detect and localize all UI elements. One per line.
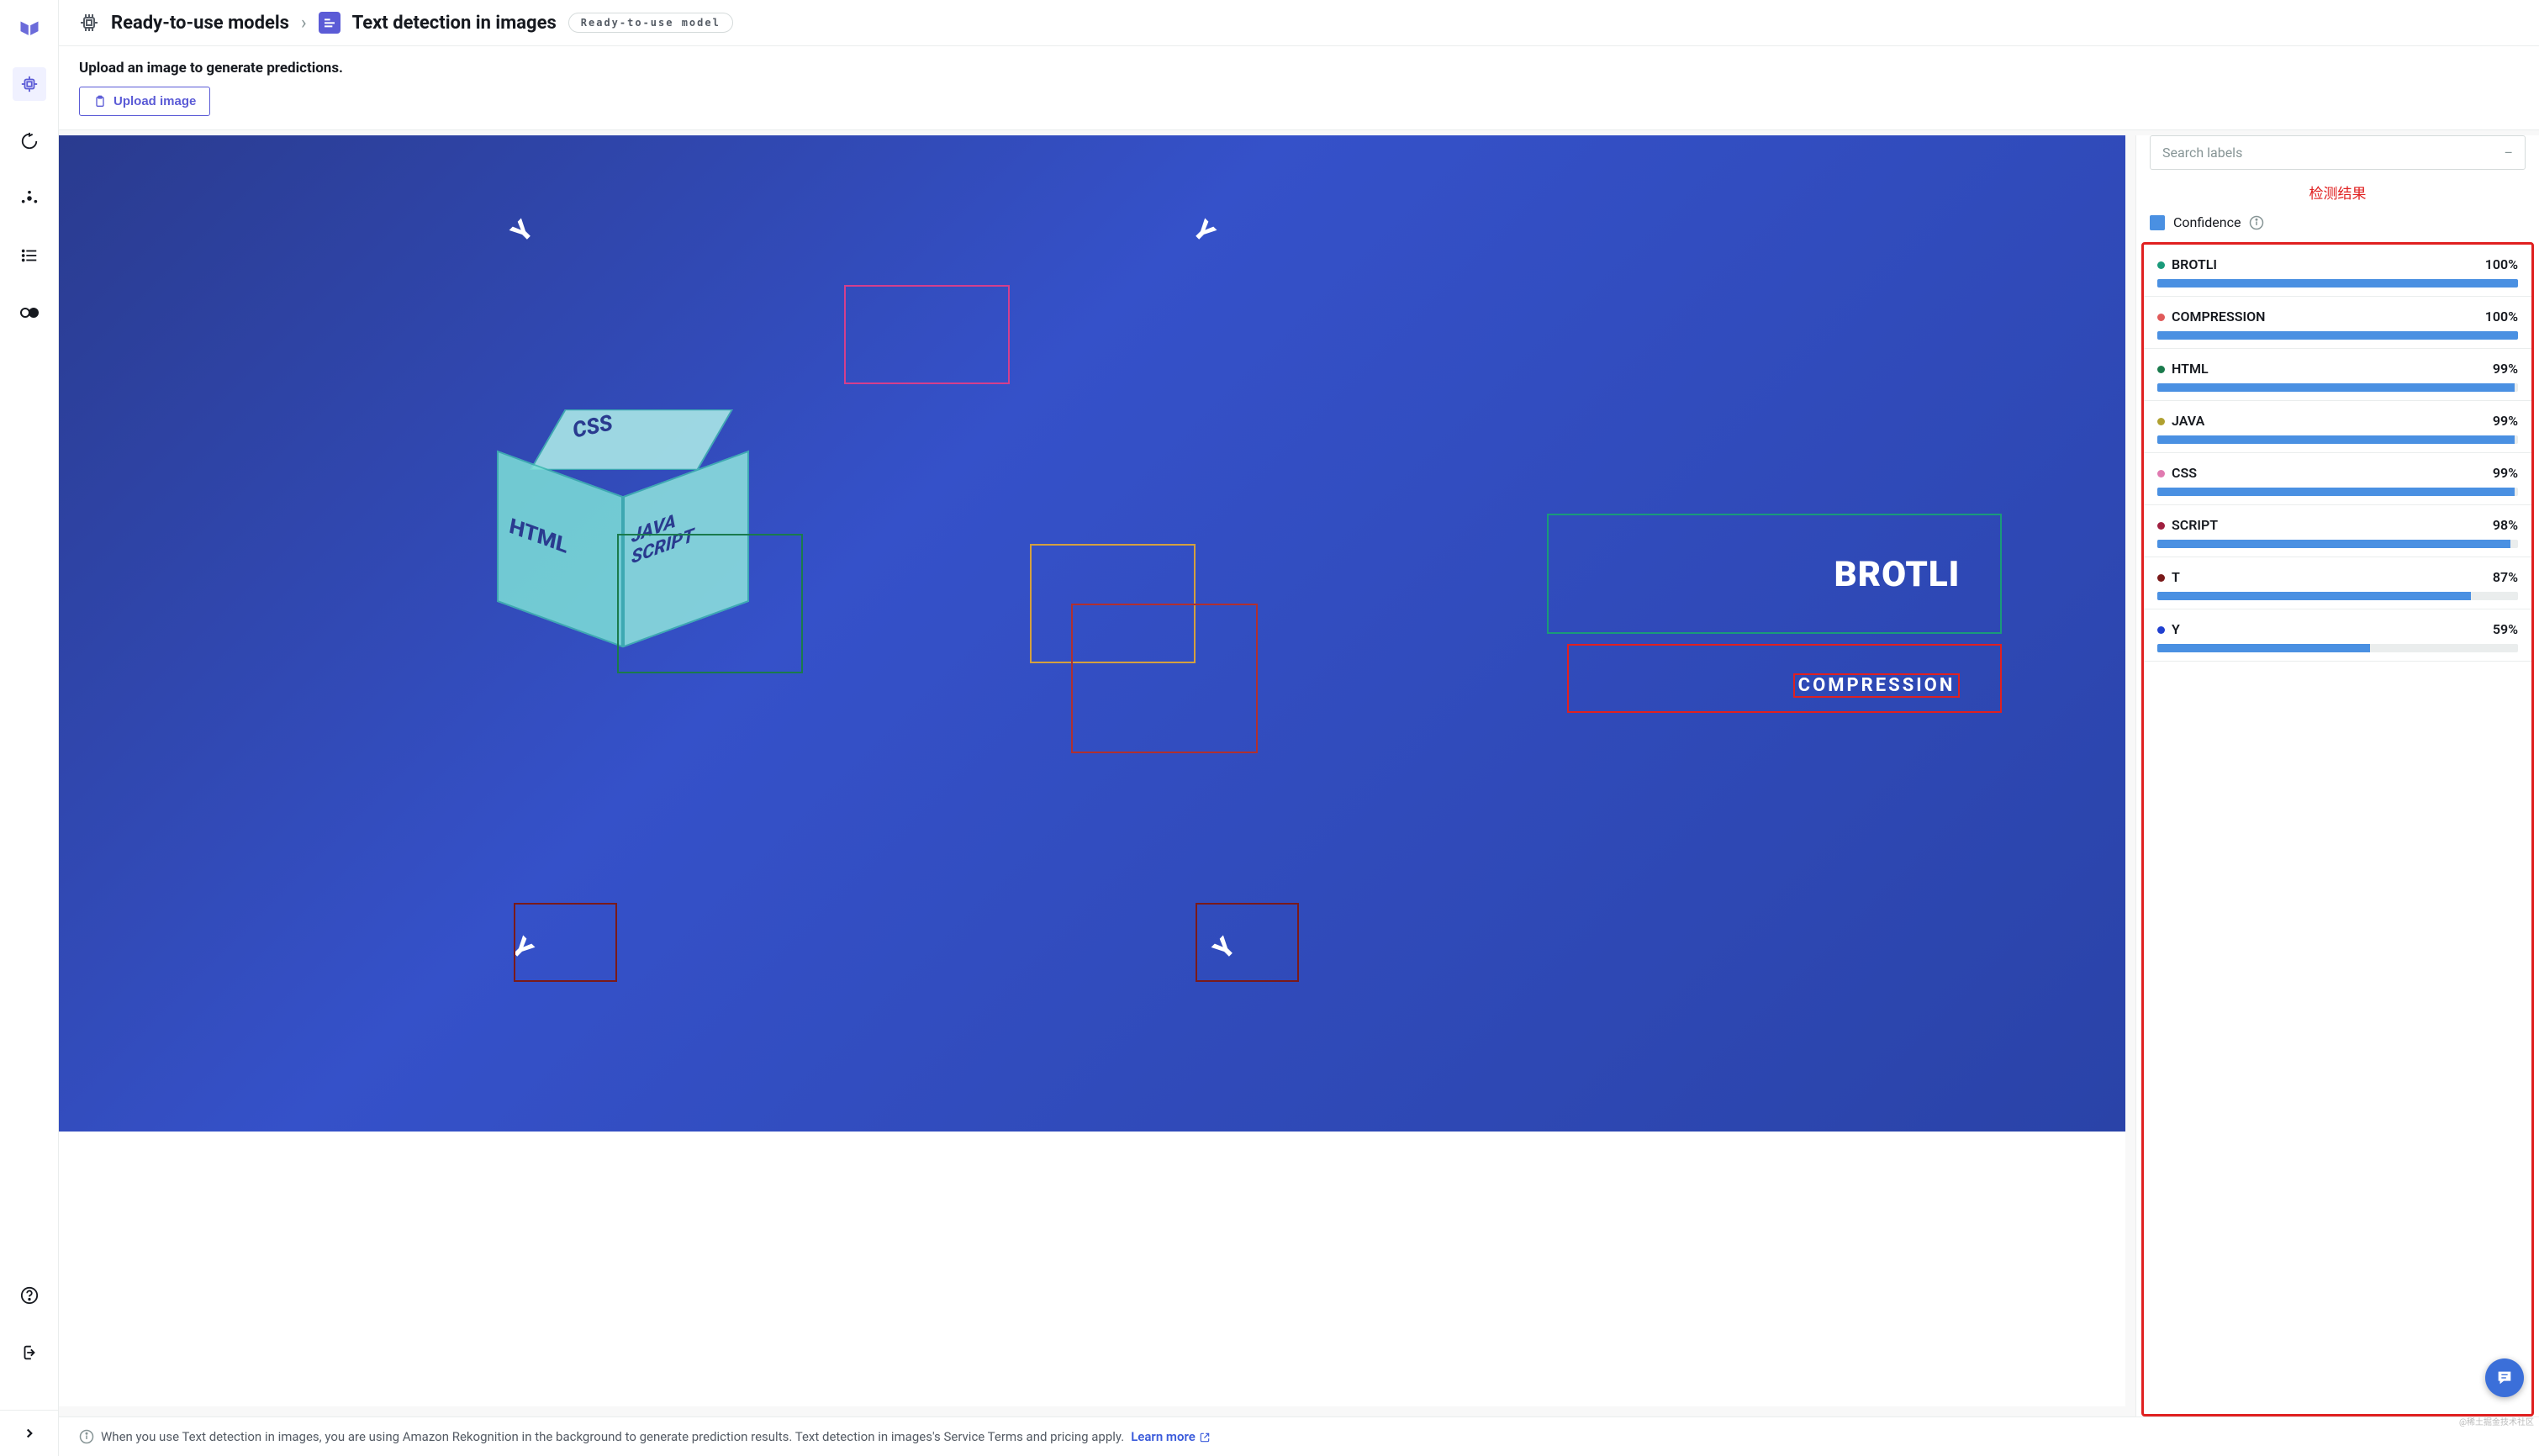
uploaded-image-preview[interactable]: CSS HTML JAVASCRIPTBROTLICOMPRESSIONYYYY xyxy=(59,135,2125,1132)
result-label: BROTLI xyxy=(2172,256,2217,272)
image-preview-pane: CSS HTML JAVASCRIPTBROTLICOMPRESSIONYYYY xyxy=(59,135,2135,1416)
detection-box[interactable] xyxy=(1547,514,2002,633)
sidebar-item-help[interactable] xyxy=(13,1279,46,1312)
sidebar xyxy=(0,0,59,1456)
result-label: Y xyxy=(2172,621,2180,637)
upload-button-label: Upload image xyxy=(113,94,196,108)
sidebar-item-network[interactable] xyxy=(13,182,46,215)
confidence-bar xyxy=(2157,644,2518,652)
main-content: Ready-to-use models › Text detection in … xyxy=(59,0,2539,1456)
sidebar-item-list[interactable] xyxy=(13,239,46,272)
detection-box[interactable] xyxy=(1071,604,1257,753)
breadcrumb-separator: › xyxy=(301,13,307,34)
learn-more-link[interactable]: Learn more xyxy=(1131,1429,1210,1444)
text-detection-icon xyxy=(319,12,340,34)
chip-icon xyxy=(79,13,99,33)
footer-notice: When you use Text detection in images, y… xyxy=(59,1416,2539,1456)
result-row[interactable]: BROTLI 100% xyxy=(2144,245,2531,297)
confidence-bar xyxy=(2157,383,2518,392)
detection-box[interactable] xyxy=(844,285,1010,385)
result-row[interactable]: COMPRESSION 100% xyxy=(2144,297,2531,349)
chat-fab-button[interactable] xyxy=(2485,1358,2524,1397)
upload-image-button[interactable]: Upload image xyxy=(79,87,210,116)
result-row[interactable]: Y 59% xyxy=(2144,609,2531,662)
detection-box[interactable] xyxy=(617,534,803,673)
confidence-bar xyxy=(2157,279,2518,288)
upload-section: Upload an image to generate predictions.… xyxy=(59,46,2539,130)
confidence-toggle-row: Confidence xyxy=(2136,209,2539,242)
upload-title: Upload an image to generate predictions. xyxy=(79,60,2519,76)
result-row[interactable]: SCRIPT 98% xyxy=(2144,505,2531,557)
result-row[interactable]: JAVA 99% xyxy=(2144,401,2531,453)
result-label: JAVA xyxy=(2172,413,2204,429)
result-percent: 99% xyxy=(2493,361,2518,377)
search-labels-input[interactable]: Search labels – xyxy=(2150,135,2526,170)
result-percent: 99% xyxy=(2493,465,2518,481)
result-percent: 98% xyxy=(2493,517,2518,533)
confidence-checkbox[interactable] xyxy=(2150,215,2165,230)
info-icon[interactable] xyxy=(2249,215,2264,230)
confidence-label: Confidence xyxy=(2173,214,2241,230)
clipboard-icon xyxy=(93,95,107,108)
external-link-icon xyxy=(1199,1432,1211,1443)
app-logo[interactable] xyxy=(16,17,43,44)
watermark-text: @稀土掘金技术社区 xyxy=(2459,1415,2534,1427)
results-panel: Search labels – 检测结果 Confidence BROTLI 1… xyxy=(2135,135,2539,1416)
result-label: COMPRESSION xyxy=(2172,309,2265,324)
footer-text: When you use Text detection in images, y… xyxy=(101,1429,1124,1444)
result-row[interactable]: HTML 99% xyxy=(2144,349,2531,401)
breadcrumb-root[interactable]: Ready-to-use models xyxy=(111,13,289,34)
result-percent: 99% xyxy=(2493,413,2518,429)
confidence-bar xyxy=(2157,435,2518,444)
info-icon xyxy=(79,1429,94,1444)
sidebar-item-logout[interactable] xyxy=(13,1336,46,1369)
result-row[interactable]: CSS 99% xyxy=(2144,453,2531,505)
result-label: SCRIPT xyxy=(2172,517,2218,533)
confidence-bar xyxy=(2157,540,2518,548)
result-percent: 59% xyxy=(2493,621,2518,637)
result-row[interactable]: T 87% xyxy=(2144,557,2531,609)
sidebar-item-toggle[interactable] xyxy=(13,296,46,330)
result-percent: 100% xyxy=(2485,256,2518,272)
search-placeholder: Search labels xyxy=(2162,145,2242,161)
detection-box[interactable] xyxy=(1567,644,2001,714)
result-label: T xyxy=(2172,569,2180,585)
confidence-bar xyxy=(2157,331,2518,340)
sidebar-item-models[interactable] xyxy=(13,67,46,101)
confidence-bar xyxy=(2157,592,2518,600)
result-percent: 87% xyxy=(2493,569,2518,585)
detection-box[interactable] xyxy=(514,903,617,983)
result-label: HTML xyxy=(2172,361,2209,377)
breadcrumb-current: Text detection in images xyxy=(352,13,557,34)
annotation-label: 检测结果 xyxy=(2136,182,2539,203)
detection-box[interactable] xyxy=(1196,903,1299,983)
search-clear[interactable]: – xyxy=(2505,145,2514,161)
breadcrumb-header: Ready-to-use models › Text detection in … xyxy=(59,0,2539,46)
sidebar-expand-toggle[interactable] xyxy=(0,1410,58,1456)
result-label: CSS xyxy=(2172,465,2197,481)
chat-icon xyxy=(2495,1369,2514,1387)
sidebar-item-refresh[interactable] xyxy=(13,124,46,158)
model-type-badge: Ready-to-use model xyxy=(568,13,733,33)
confidence-bar xyxy=(2157,488,2518,496)
result-percent: 100% xyxy=(2485,309,2518,324)
detection-results-list: BROTLI 100% COMPRESSION 100% HTML 99% JA… xyxy=(2141,242,2534,1416)
